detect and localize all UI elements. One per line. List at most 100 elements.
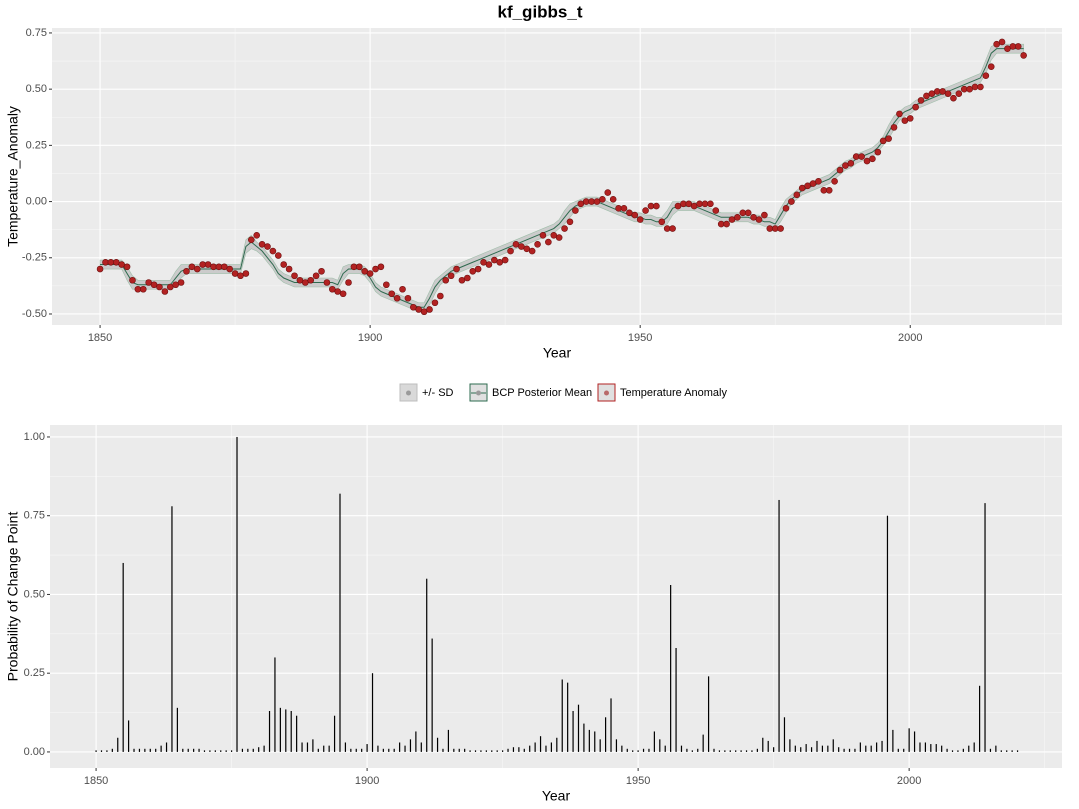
bar xyxy=(241,748,244,752)
anomaly-point xyxy=(242,270,250,277)
anomaly-point xyxy=(550,231,558,239)
bar xyxy=(507,748,509,752)
bar xyxy=(361,748,363,752)
x-axis-title: Year xyxy=(543,345,572,361)
bar xyxy=(469,750,471,752)
bar xyxy=(442,748,444,752)
bar xyxy=(903,748,905,752)
bar xyxy=(404,745,406,752)
anomaly-point xyxy=(231,270,239,277)
bar xyxy=(247,748,249,752)
bar xyxy=(165,742,168,752)
bar xyxy=(317,748,319,752)
anomaly-point xyxy=(674,202,682,210)
anomaly-point xyxy=(777,225,784,232)
anomaly-point xyxy=(734,214,741,221)
bar xyxy=(529,745,531,752)
bar xyxy=(117,737,119,752)
anomaly-point xyxy=(906,115,914,122)
anomaly-point xyxy=(156,283,163,291)
bar xyxy=(989,748,992,752)
bar xyxy=(420,742,422,752)
anomaly-point xyxy=(572,207,579,214)
bar xyxy=(632,750,634,752)
anomaly-point xyxy=(393,294,401,302)
bar xyxy=(789,739,791,752)
anomaly-point xyxy=(491,256,498,264)
x-tick-label: 1950 xyxy=(628,332,652,344)
bar xyxy=(160,745,162,752)
bar xyxy=(274,657,276,752)
bar xyxy=(458,748,460,752)
bar xyxy=(409,739,412,752)
bar xyxy=(968,745,970,752)
anomaly-point xyxy=(496,258,504,266)
bar xyxy=(848,748,851,752)
bar xyxy=(339,493,341,752)
anomaly-point xyxy=(356,263,363,271)
anomaly-point xyxy=(442,276,450,284)
anomaly-point xyxy=(712,207,720,214)
bar xyxy=(1006,750,1008,752)
bar xyxy=(230,750,233,752)
bar xyxy=(263,745,265,752)
anomaly-point xyxy=(183,267,190,275)
bar xyxy=(312,739,314,752)
bar xyxy=(122,562,124,752)
bar xyxy=(810,747,813,752)
anomaly-point xyxy=(604,189,612,196)
anomaly-point xyxy=(631,211,639,219)
anomaly-point xyxy=(896,110,903,118)
anomaly-point xyxy=(825,187,833,194)
anomaly-point xyxy=(247,236,255,244)
bar xyxy=(821,745,824,752)
anomaly-point xyxy=(642,207,649,214)
x-tick-label: 1850 xyxy=(88,332,112,344)
bar xyxy=(599,739,601,752)
bar xyxy=(957,750,959,752)
bar xyxy=(1011,750,1013,752)
bar xyxy=(680,745,683,752)
bar xyxy=(648,748,650,752)
anomaly-point xyxy=(761,211,768,219)
anomaly-point xyxy=(161,288,169,295)
bar xyxy=(193,748,195,752)
anomaly-point xyxy=(804,182,811,190)
anomaly-point xyxy=(485,261,493,268)
anomaly-point xyxy=(874,148,882,156)
bar xyxy=(740,750,742,752)
bar xyxy=(756,748,758,752)
anomaly-point xyxy=(901,117,909,124)
anomaly-point xyxy=(118,261,125,268)
bar xyxy=(550,742,552,752)
anomaly-point xyxy=(917,97,925,104)
anomaly-point xyxy=(501,256,509,264)
anomaly-point xyxy=(139,285,147,293)
bar xyxy=(697,748,699,752)
anomaly-point xyxy=(739,209,747,217)
anomaly-point xyxy=(852,153,860,160)
anomaly-point xyxy=(847,160,855,167)
bar xyxy=(111,748,113,752)
bar xyxy=(464,748,466,752)
bar xyxy=(724,750,726,752)
anomaly-point xyxy=(275,252,282,259)
anomaly-point xyxy=(950,94,957,102)
bar xyxy=(642,748,645,752)
bar xyxy=(301,742,303,752)
bar xyxy=(198,748,200,752)
bar xyxy=(561,679,563,752)
bar xyxy=(187,748,189,752)
anomaly-point xyxy=(626,209,633,217)
chart-title: kf_gibbs_t xyxy=(497,2,582,21)
anomaly-point xyxy=(253,231,261,239)
anomaly-point xyxy=(723,220,730,228)
anomaly-point xyxy=(577,200,585,208)
anomaly-point xyxy=(123,263,131,271)
y-tick-label: 0.50 xyxy=(26,83,47,95)
anomaly-point xyxy=(744,209,752,217)
anomaly-point xyxy=(939,88,946,95)
anomaly-point xyxy=(361,267,369,275)
anomaly-point xyxy=(129,276,136,284)
